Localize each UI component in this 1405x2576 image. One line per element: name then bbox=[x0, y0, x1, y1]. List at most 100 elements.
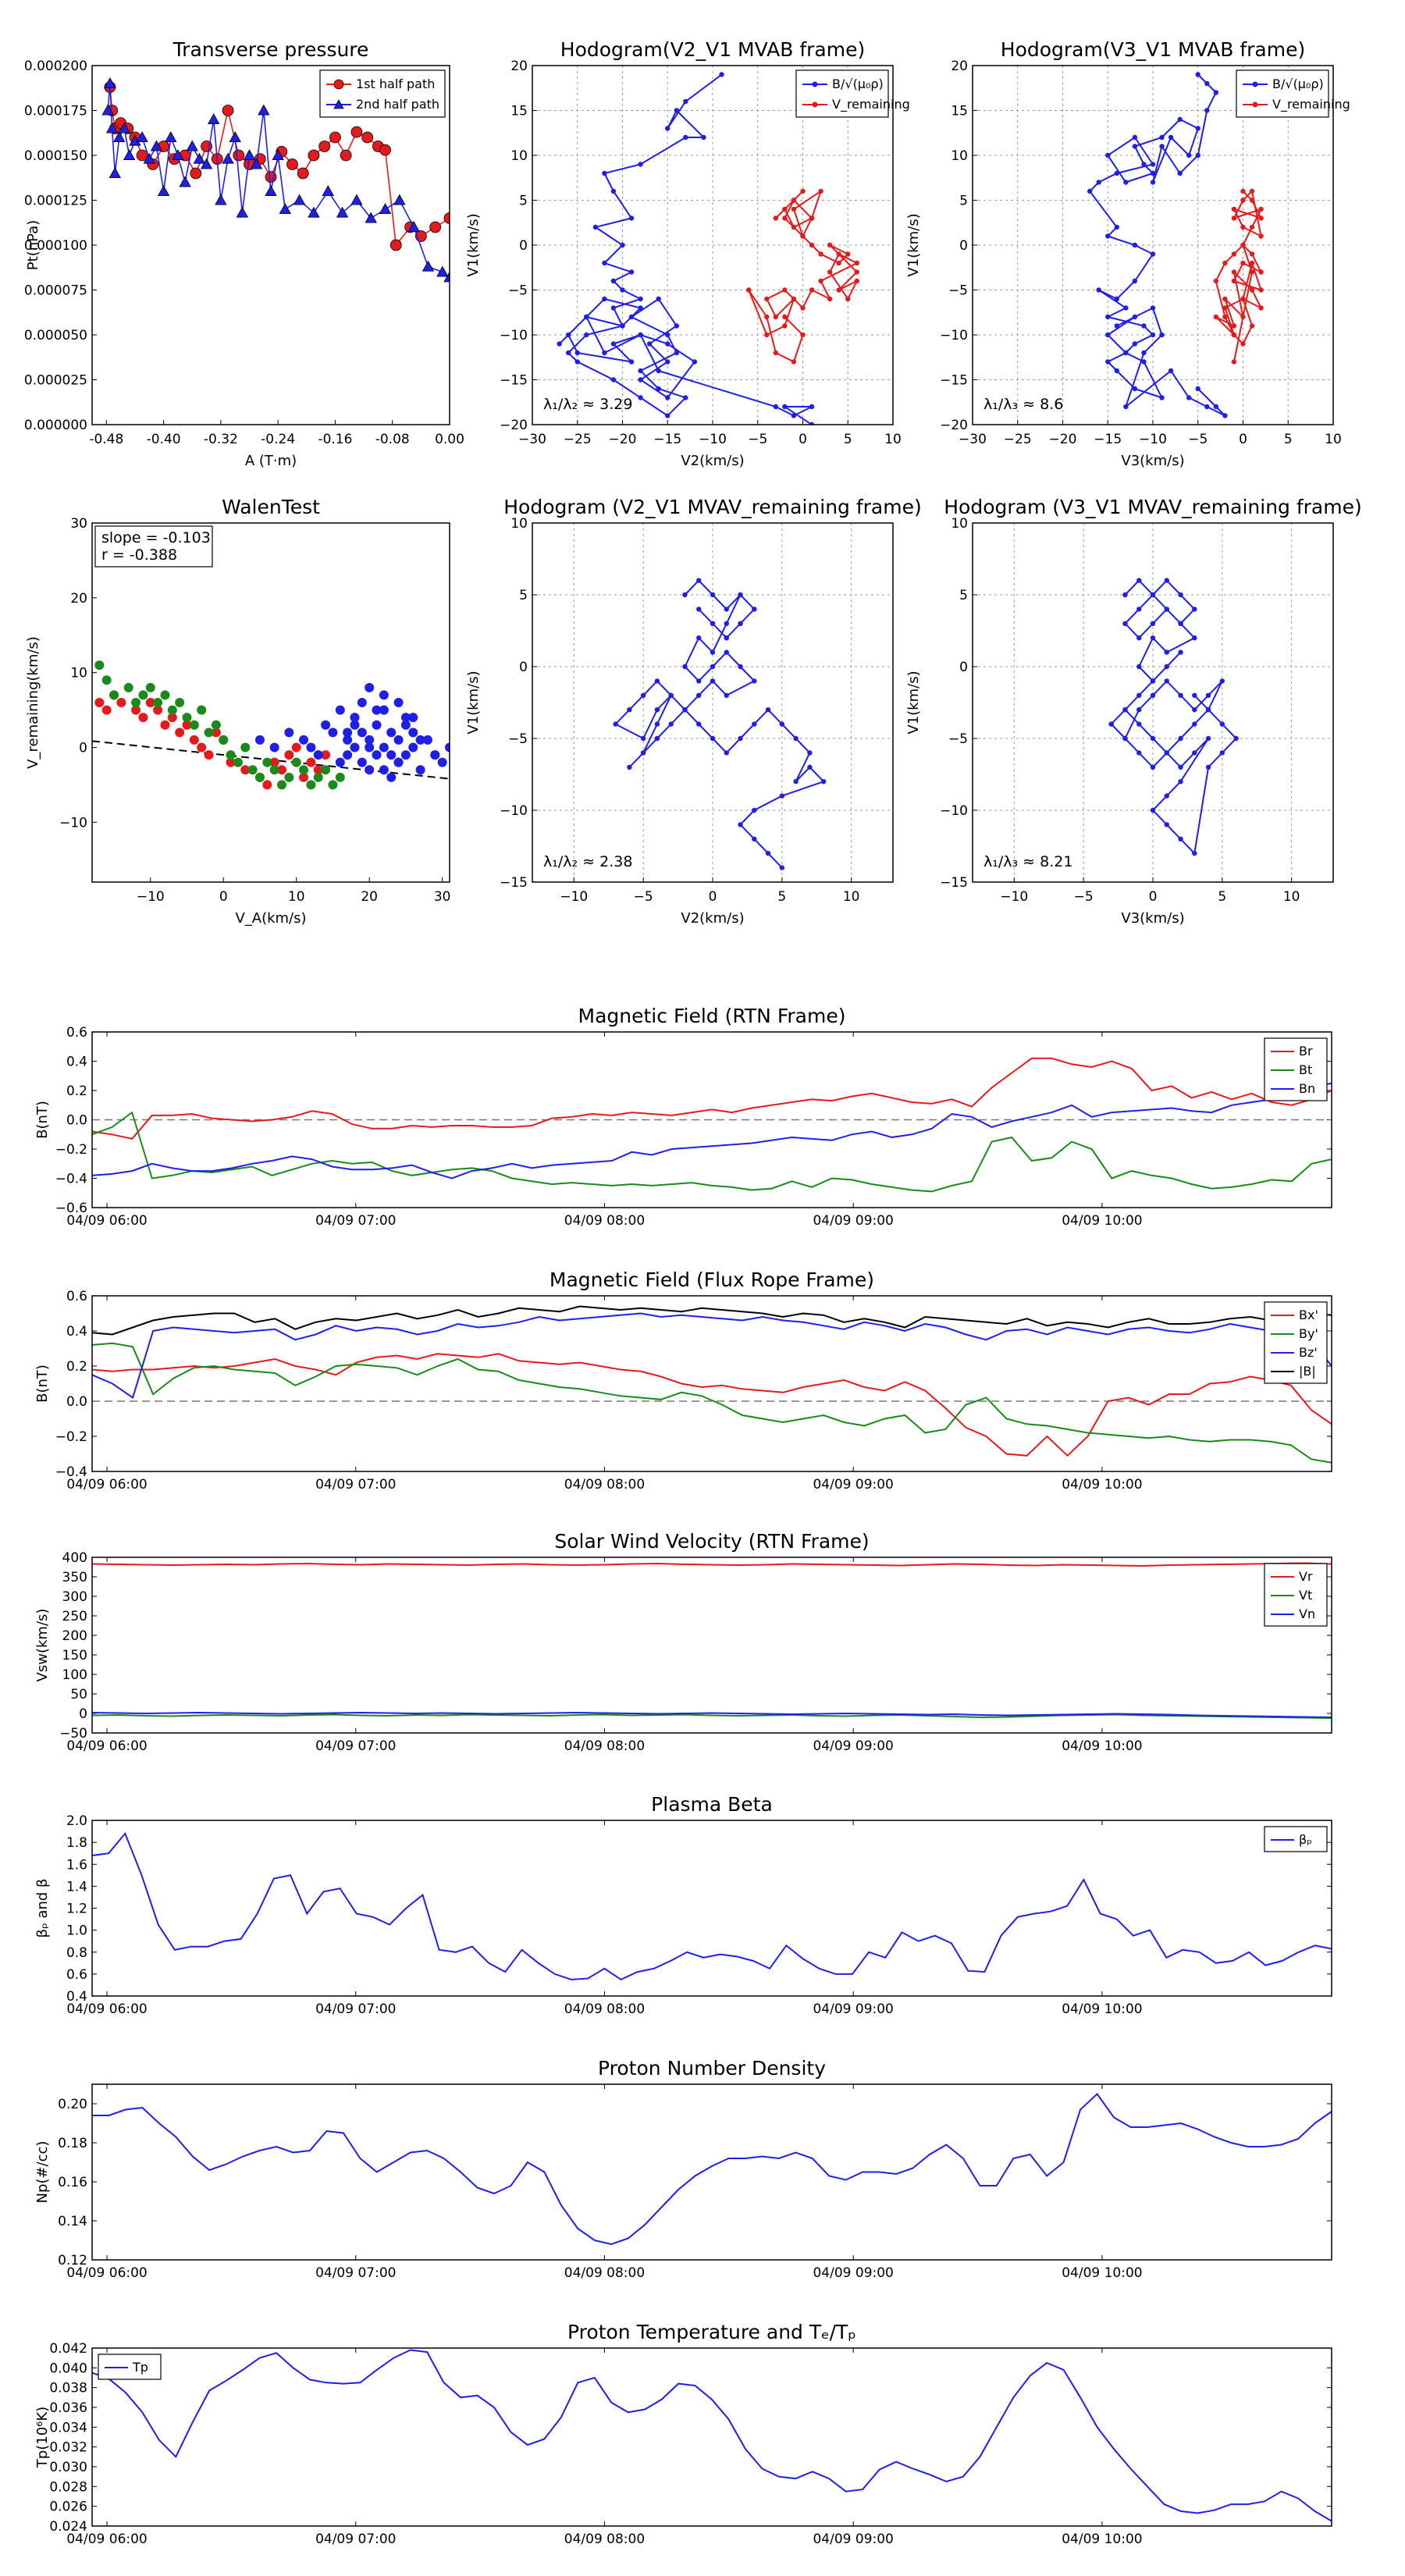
data-point bbox=[299, 765, 309, 775]
y-tick-label: 0.024 bbox=[49, 2519, 87, 2535]
y-tick-label: 1.0 bbox=[66, 1923, 87, 1939]
y-tick-label: 5 bbox=[959, 194, 968, 209]
data-point bbox=[143, 152, 155, 164]
data-point bbox=[738, 664, 743, 670]
data-point bbox=[393, 735, 404, 745]
chart-np: 04/09 06:00 04/09 07:00 04/09 08:00 04/09 0… bbox=[34, 2057, 1332, 2281]
data-point bbox=[710, 735, 716, 742]
data-point bbox=[400, 720, 411, 730]
data-point bbox=[350, 194, 363, 205]
series-Vt bbox=[92, 1713, 1332, 1719]
data-point bbox=[1231, 206, 1237, 212]
data-point bbox=[683, 98, 688, 105]
data-point bbox=[696, 678, 702, 684]
data-point bbox=[179, 176, 191, 187]
data-point bbox=[379, 203, 392, 215]
legend-label: Bx' bbox=[1299, 1308, 1318, 1322]
y-tick-label: 0 bbox=[959, 660, 968, 675]
data-point bbox=[204, 728, 214, 738]
data-point bbox=[138, 713, 148, 723]
data-point bbox=[153, 705, 163, 715]
data-point bbox=[1240, 341, 1246, 347]
legend-marker bbox=[812, 81, 818, 87]
series-1 bbox=[94, 660, 345, 790]
y-tick-label: 0.4 bbox=[66, 1989, 87, 2005]
data-point bbox=[696, 721, 702, 727]
h4-frame bbox=[972, 522, 1334, 883]
legend-marker bbox=[1252, 101, 1258, 108]
data-point bbox=[204, 750, 214, 760]
data-point bbox=[1136, 635, 1142, 641]
y-tick-label: 200 bbox=[62, 1628, 87, 1644]
data-point bbox=[809, 404, 815, 410]
data-point bbox=[372, 720, 382, 730]
data-point bbox=[738, 621, 743, 626]
data-point bbox=[1240, 188, 1246, 194]
data-point bbox=[710, 678, 716, 684]
data-point bbox=[1195, 386, 1200, 392]
y-tick-label: 0.042 bbox=[49, 2341, 87, 2357]
y-tick-label: 15 bbox=[951, 104, 968, 119]
data-point bbox=[665, 413, 670, 418]
chart-tp: -0.48 -0.40 -0.32 -0.24 -0.16 -0.08 0.00 0.0000… bbox=[24, 38, 464, 469]
data-point bbox=[1136, 707, 1142, 713]
data-point bbox=[1204, 404, 1210, 410]
data-point bbox=[400, 750, 411, 760]
data-point bbox=[251, 158, 263, 169]
data-point bbox=[668, 692, 674, 698]
data-point bbox=[1164, 649, 1169, 655]
y-tick-label: 0.000200 bbox=[24, 59, 87, 74]
data-point bbox=[1178, 621, 1183, 626]
y-tick-label: −5 bbox=[508, 283, 528, 299]
data-point bbox=[674, 350, 679, 356]
data-point bbox=[1136, 721, 1142, 727]
data-point bbox=[321, 750, 331, 760]
y-tick-label: 0.030 bbox=[49, 2460, 87, 2475]
y-tick-label: 350 bbox=[62, 1570, 87, 1585]
data-point bbox=[118, 122, 130, 133]
data-point bbox=[628, 359, 635, 365]
data-point bbox=[682, 592, 688, 598]
y-tick-label: 0.034 bbox=[49, 2420, 87, 2435]
y-tick-label: 5 bbox=[519, 194, 528, 209]
x-tick-label: 0 bbox=[1239, 432, 1247, 447]
data-point bbox=[701, 134, 706, 141]
data-point bbox=[160, 690, 170, 700]
y-tick-label: 5 bbox=[519, 588, 528, 603]
data-point bbox=[167, 705, 177, 715]
h3-frame bbox=[532, 522, 894, 883]
data-point bbox=[240, 765, 251, 775]
data-point bbox=[293, 194, 306, 205]
data-point bbox=[1150, 332, 1156, 338]
legend-label: βₚ bbox=[1299, 1832, 1312, 1847]
y-tick-label: 10 bbox=[510, 516, 528, 532]
y-axis-label: V1(km/s) bbox=[905, 671, 922, 734]
x-tick-label: 5 bbox=[777, 889, 786, 905]
data-point bbox=[94, 698, 105, 707]
data-point bbox=[379, 765, 389, 775]
y-axis-label: Tp(10⁶K) bbox=[34, 2407, 51, 2468]
data-point bbox=[1178, 836, 1183, 842]
data-point bbox=[574, 350, 580, 356]
data-point bbox=[365, 742, 375, 753]
data-point bbox=[189, 720, 199, 730]
data-point bbox=[1240, 224, 1246, 230]
data-point bbox=[1231, 359, 1237, 365]
data-point bbox=[724, 649, 729, 655]
series-Bt bbox=[92, 1111, 1332, 1193]
data-point bbox=[291, 757, 301, 767]
x-tick-label: 10 bbox=[1283, 889, 1300, 905]
data-point bbox=[1136, 692, 1142, 698]
data-point bbox=[665, 359, 670, 365]
data-point bbox=[602, 296, 607, 302]
data-point bbox=[764, 332, 770, 338]
data-point bbox=[1213, 90, 1219, 95]
data-point bbox=[602, 170, 607, 176]
data-point bbox=[782, 206, 788, 212]
data-point bbox=[389, 239, 402, 251]
x-tick-label: 04/09 06:00 bbox=[66, 1477, 147, 1493]
series-line bbox=[1110, 579, 1237, 856]
y-axis-label: V1(km/s) bbox=[465, 671, 482, 734]
x-tick-label: 04/09 06:00 bbox=[66, 2532, 147, 2547]
data-point bbox=[610, 305, 617, 311]
